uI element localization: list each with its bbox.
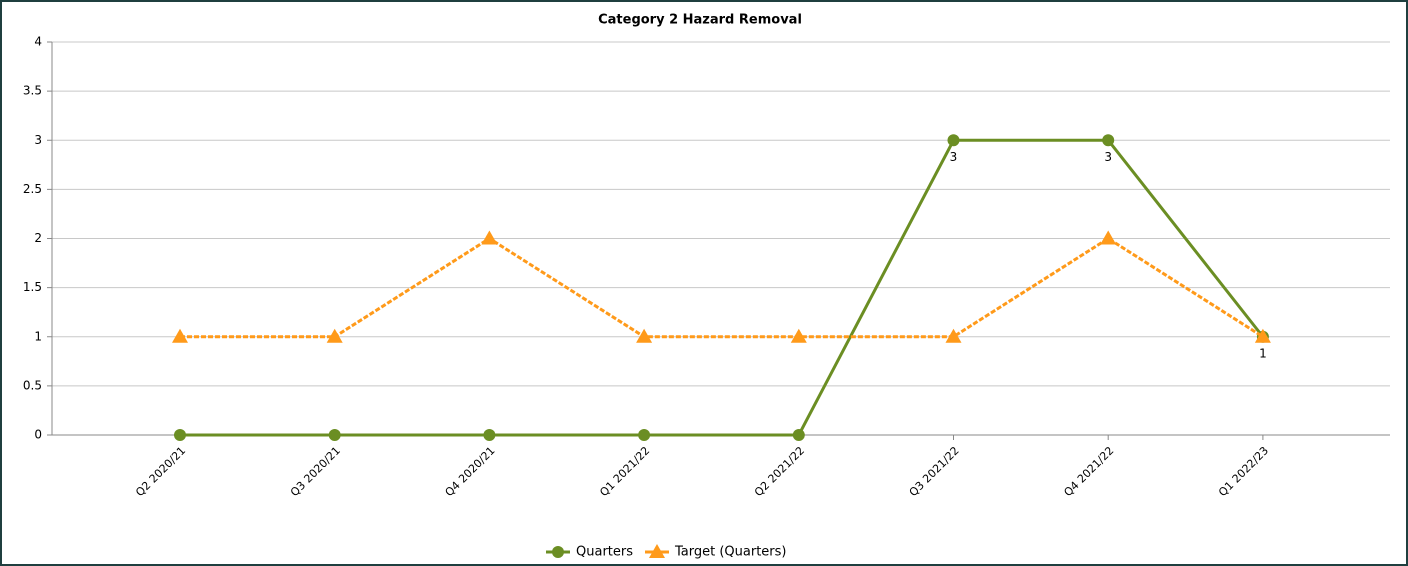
point: [481, 230, 498, 245]
point: [947, 134, 960, 147]
point: [790, 328, 807, 343]
y-tick-label: 4: [34, 35, 42, 49]
data-label: 3: [1104, 150, 1112, 164]
y-tick-label: 0.5: [23, 378, 42, 392]
series-line: [180, 236, 1264, 339]
point: [1254, 328, 1271, 343]
point: [483, 429, 496, 441]
legend-label: Target (Quarters): [674, 545, 787, 560]
y-tick-label: 2: [34, 231, 42, 245]
data-label: 3: [950, 150, 958, 164]
y-tick-label: 2.5: [23, 182, 42, 196]
point: [328, 429, 341, 441]
y-tick-label: 0: [34, 428, 42, 442]
y-tick-label: 3.5: [23, 84, 42, 98]
series-line: [180, 138, 1265, 437]
y-tick-label: 1: [34, 329, 42, 343]
point: [326, 328, 343, 343]
point: [636, 328, 653, 343]
point: [1102, 134, 1115, 147]
point: [945, 328, 962, 343]
y-tick-label: 3: [34, 133, 42, 147]
y-tick-label: 1.5: [23, 280, 42, 294]
chart-title: Category 2 Hazard Removal: [598, 13, 802, 28]
point: [174, 429, 186, 441]
point: [792, 429, 805, 441]
legend-marker: [649, 544, 665, 558]
point: [172, 328, 188, 343]
legend-label: Quarters: [576, 545, 633, 560]
legend-marker: [552, 546, 564, 558]
point: [1100, 230, 1117, 245]
point: [638, 429, 651, 441]
data-label: 1: [1259, 346, 1267, 360]
